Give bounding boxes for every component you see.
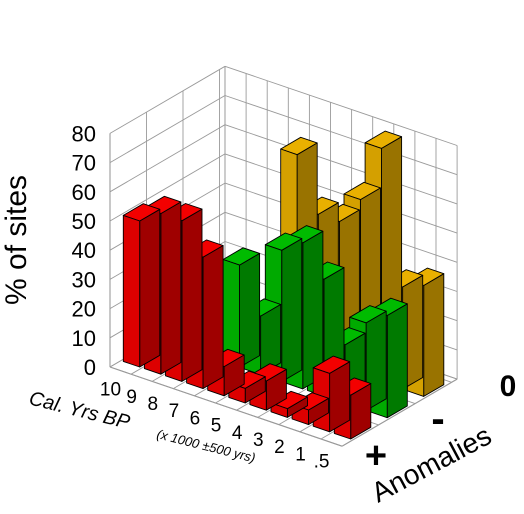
x-tick-label: 3 — [253, 430, 264, 451]
y-axis-label: % of sites — [0, 175, 33, 305]
gridline-back-wall — [224, 153, 458, 234]
x-tick-label: 7 — [169, 401, 180, 422]
x-tick-label: 5 — [211, 416, 222, 437]
x-tick-label: 2 — [274, 437, 285, 458]
bar-side — [202, 245, 224, 390]
x-tick-label: 4 — [232, 423, 243, 444]
bar-side — [423, 273, 445, 397]
y-tick-label: 10 — [72, 326, 96, 351]
x-tick-label: 1 — [295, 444, 306, 465]
x-tick-label: 9 — [126, 387, 137, 408]
x-axis-line — [109, 366, 343, 447]
bar — [222, 247, 261, 368]
bar-side — [329, 361, 351, 433]
gridline-left-wall — [109, 65, 226, 134]
series-label: - — [431, 397, 444, 441]
gridline-left-wall — [109, 124, 226, 193]
gridline-left-wall — [109, 95, 226, 163]
series-label: + — [365, 435, 387, 477]
z-axis-line — [341, 378, 458, 447]
y-tick-label: 30 — [72, 267, 96, 292]
x-tick-label: 8 — [148, 394, 159, 415]
bar-side — [281, 238, 303, 383]
bars — [122, 130, 445, 440]
y-tick-label: 60 — [72, 180, 96, 205]
bar-side — [239, 252, 261, 368]
y-tick-label: 0 — [84, 355, 96, 380]
x-tick-label: .5 — [314, 452, 330, 473]
bar-side — [139, 208, 161, 368]
gridline-back-wall — [224, 124, 458, 205]
gridline-back-wall — [224, 65, 458, 146]
bar — [122, 203, 161, 368]
bar-side — [181, 208, 203, 382]
y-tick-label: 40 — [72, 238, 96, 263]
bar — [312, 355, 351, 433]
y-tick-label: 20 — [72, 297, 96, 322]
x-tick-label: 10 — [100, 380, 121, 401]
y-tick-label: 50 — [72, 209, 96, 234]
gridline-back-wall — [224, 95, 458, 176]
x-tick-label: 6 — [190, 408, 201, 429]
bar-front — [122, 214, 141, 368]
bar-side — [386, 303, 408, 419]
y-tick-label: 80 — [72, 121, 96, 146]
series-label: 0 — [500, 370, 517, 403]
y-tick-label: 70 — [72, 151, 96, 176]
bar-side — [160, 201, 182, 375]
gridline-left-wall — [109, 153, 226, 222]
